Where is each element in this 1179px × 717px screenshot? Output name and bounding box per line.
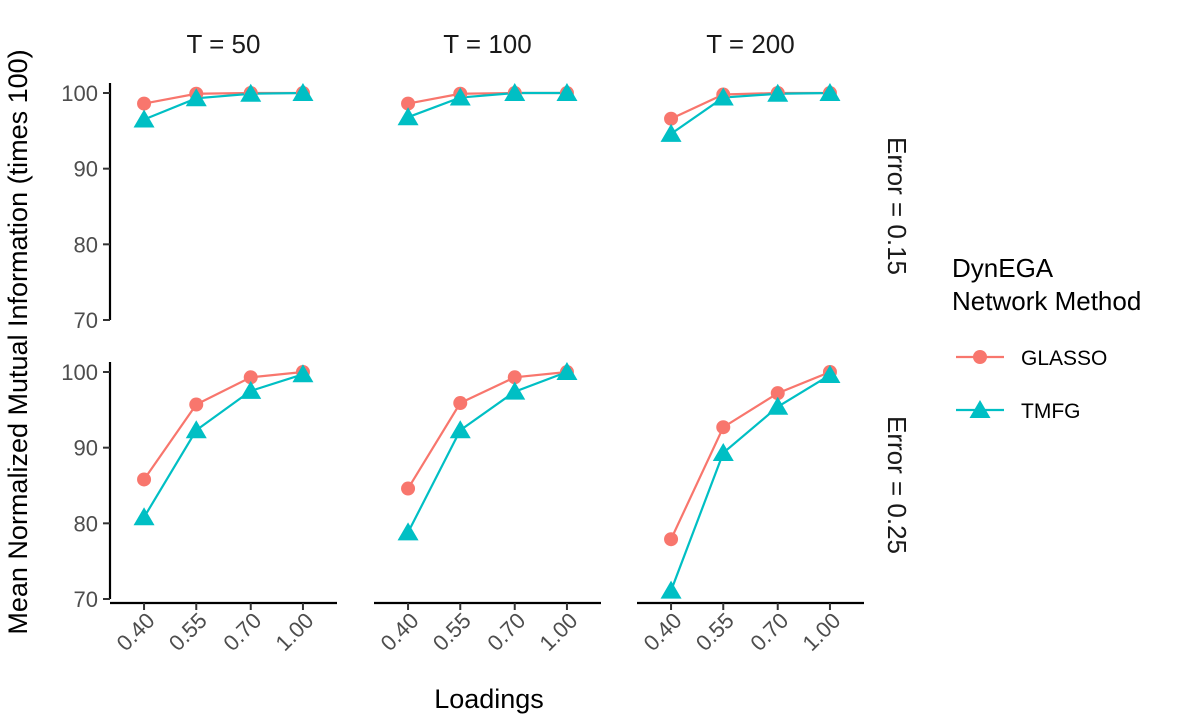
data-point-tmfg [660, 123, 682, 142]
chart-marks: T = 50 T = 100 T = 200 Error = 0.15 Error = … [61, 29, 1107, 656]
series-line-tmfg [407, 370, 568, 533]
series-line-tmfg [407, 91, 567, 119]
data-point-tmfg [556, 83, 578, 101]
x-tick-label: 0.70 [218, 608, 266, 656]
x-tick-label: 1.00 [271, 608, 319, 656]
facet-column-label: T = 100 [443, 29, 531, 59]
data-point-tmfg [504, 381, 526, 400]
data-point-tmfg [449, 87, 471, 106]
y-tick-label: 80 [74, 511, 98, 536]
x-tick-label: 0.40 [112, 608, 160, 656]
series-line-tmfg [143, 373, 304, 518]
x-tick-label: 0.55 [428, 608, 476, 656]
data-point-tmfg [292, 364, 314, 383]
legend-key-marker-glasso [973, 350, 987, 364]
data-point-glasso [243, 370, 258, 385]
data-point-glasso [507, 370, 522, 385]
data-point-tmfg [133, 507, 155, 526]
series-line-tmfg [670, 374, 831, 592]
facet-column-label: T = 200 [706, 29, 794, 59]
y-axis-title: Mean Normalized Mutual Information (time… [3, 49, 33, 634]
data-point-tmfg [556, 362, 578, 380]
facet-row-label: Error = 0.25 [882, 416, 912, 554]
data-point-tmfg [133, 109, 155, 128]
data-point-tmfg [819, 83, 841, 101]
data-point-tmfg [819, 365, 841, 384]
data-point-glasso [189, 397, 204, 412]
legend-title-line2: Network Method [952, 286, 1141, 316]
data-point-glasso [664, 532, 679, 547]
y-tick-label: 90 [74, 157, 98, 182]
data-point-tmfg [767, 396, 789, 415]
data-point-tmfg [712, 442, 734, 461]
data-point-tmfg [504, 83, 526, 101]
series-line-glasso [407, 370, 568, 490]
series-line-glasso [670, 370, 831, 540]
legend-key-marker-tmfg [969, 400, 991, 418]
x-tick-label: 0.55 [164, 608, 212, 656]
x-tick-label: 0.70 [482, 608, 530, 656]
data-point-glasso [401, 96, 416, 111]
data-point-glasso [664, 111, 679, 126]
x-tick-label: 0.40 [376, 608, 424, 656]
data-point-tmfg [660, 580, 682, 599]
data-point-glasso [401, 481, 416, 496]
series-line-tmfg [143, 91, 303, 121]
legend-title-line1: DynEGA [952, 253, 1054, 283]
legend-label-glasso: GLASSO [1021, 347, 1107, 370]
data-point-tmfg [767, 83, 789, 102]
y-tick-label: 100 [61, 81, 98, 106]
x-axis-title: Loadings [434, 684, 544, 714]
y-tick-label: 70 [74, 308, 98, 333]
facet-row-label: Error = 0.15 [882, 137, 912, 275]
data-point-tmfg [397, 107, 419, 126]
x-tick-label: 0.70 [745, 608, 793, 656]
data-point-tmfg [185, 88, 207, 107]
x-tick-label: 1.00 [535, 608, 583, 656]
data-point-tmfg [240, 380, 262, 399]
legend-label-tmfg: TMFG [1021, 400, 1080, 423]
y-tick-label: 100 [61, 360, 98, 385]
x-tick-label: 1.00 [798, 608, 846, 656]
data-point-tmfg [185, 420, 207, 439]
x-tick-label: 0.40 [639, 608, 687, 656]
data-point-tmfg [240, 83, 262, 102]
data-point-glasso [137, 96, 152, 111]
series-line-glasso [143, 370, 304, 481]
data-point-tmfg [397, 522, 419, 541]
series-line-tmfg [670, 91, 830, 135]
y-tick-label: 70 [74, 587, 98, 612]
facet-column-label: T = 50 [187, 29, 261, 59]
y-tick-label: 90 [74, 436, 98, 461]
data-point-glasso [137, 472, 152, 487]
data-point-tmfg [712, 87, 734, 106]
data-point-tmfg [292, 83, 314, 101]
series-line-glasso [670, 91, 830, 120]
data-point-glasso [770, 386, 785, 401]
data-point-tmfg [449, 420, 471, 439]
series-line-glasso [143, 91, 303, 105]
data-point-glasso [453, 396, 468, 411]
x-tick-label: 0.55 [691, 608, 739, 656]
data-point-glasso [716, 420, 731, 435]
y-tick-label: 80 [74, 232, 98, 257]
